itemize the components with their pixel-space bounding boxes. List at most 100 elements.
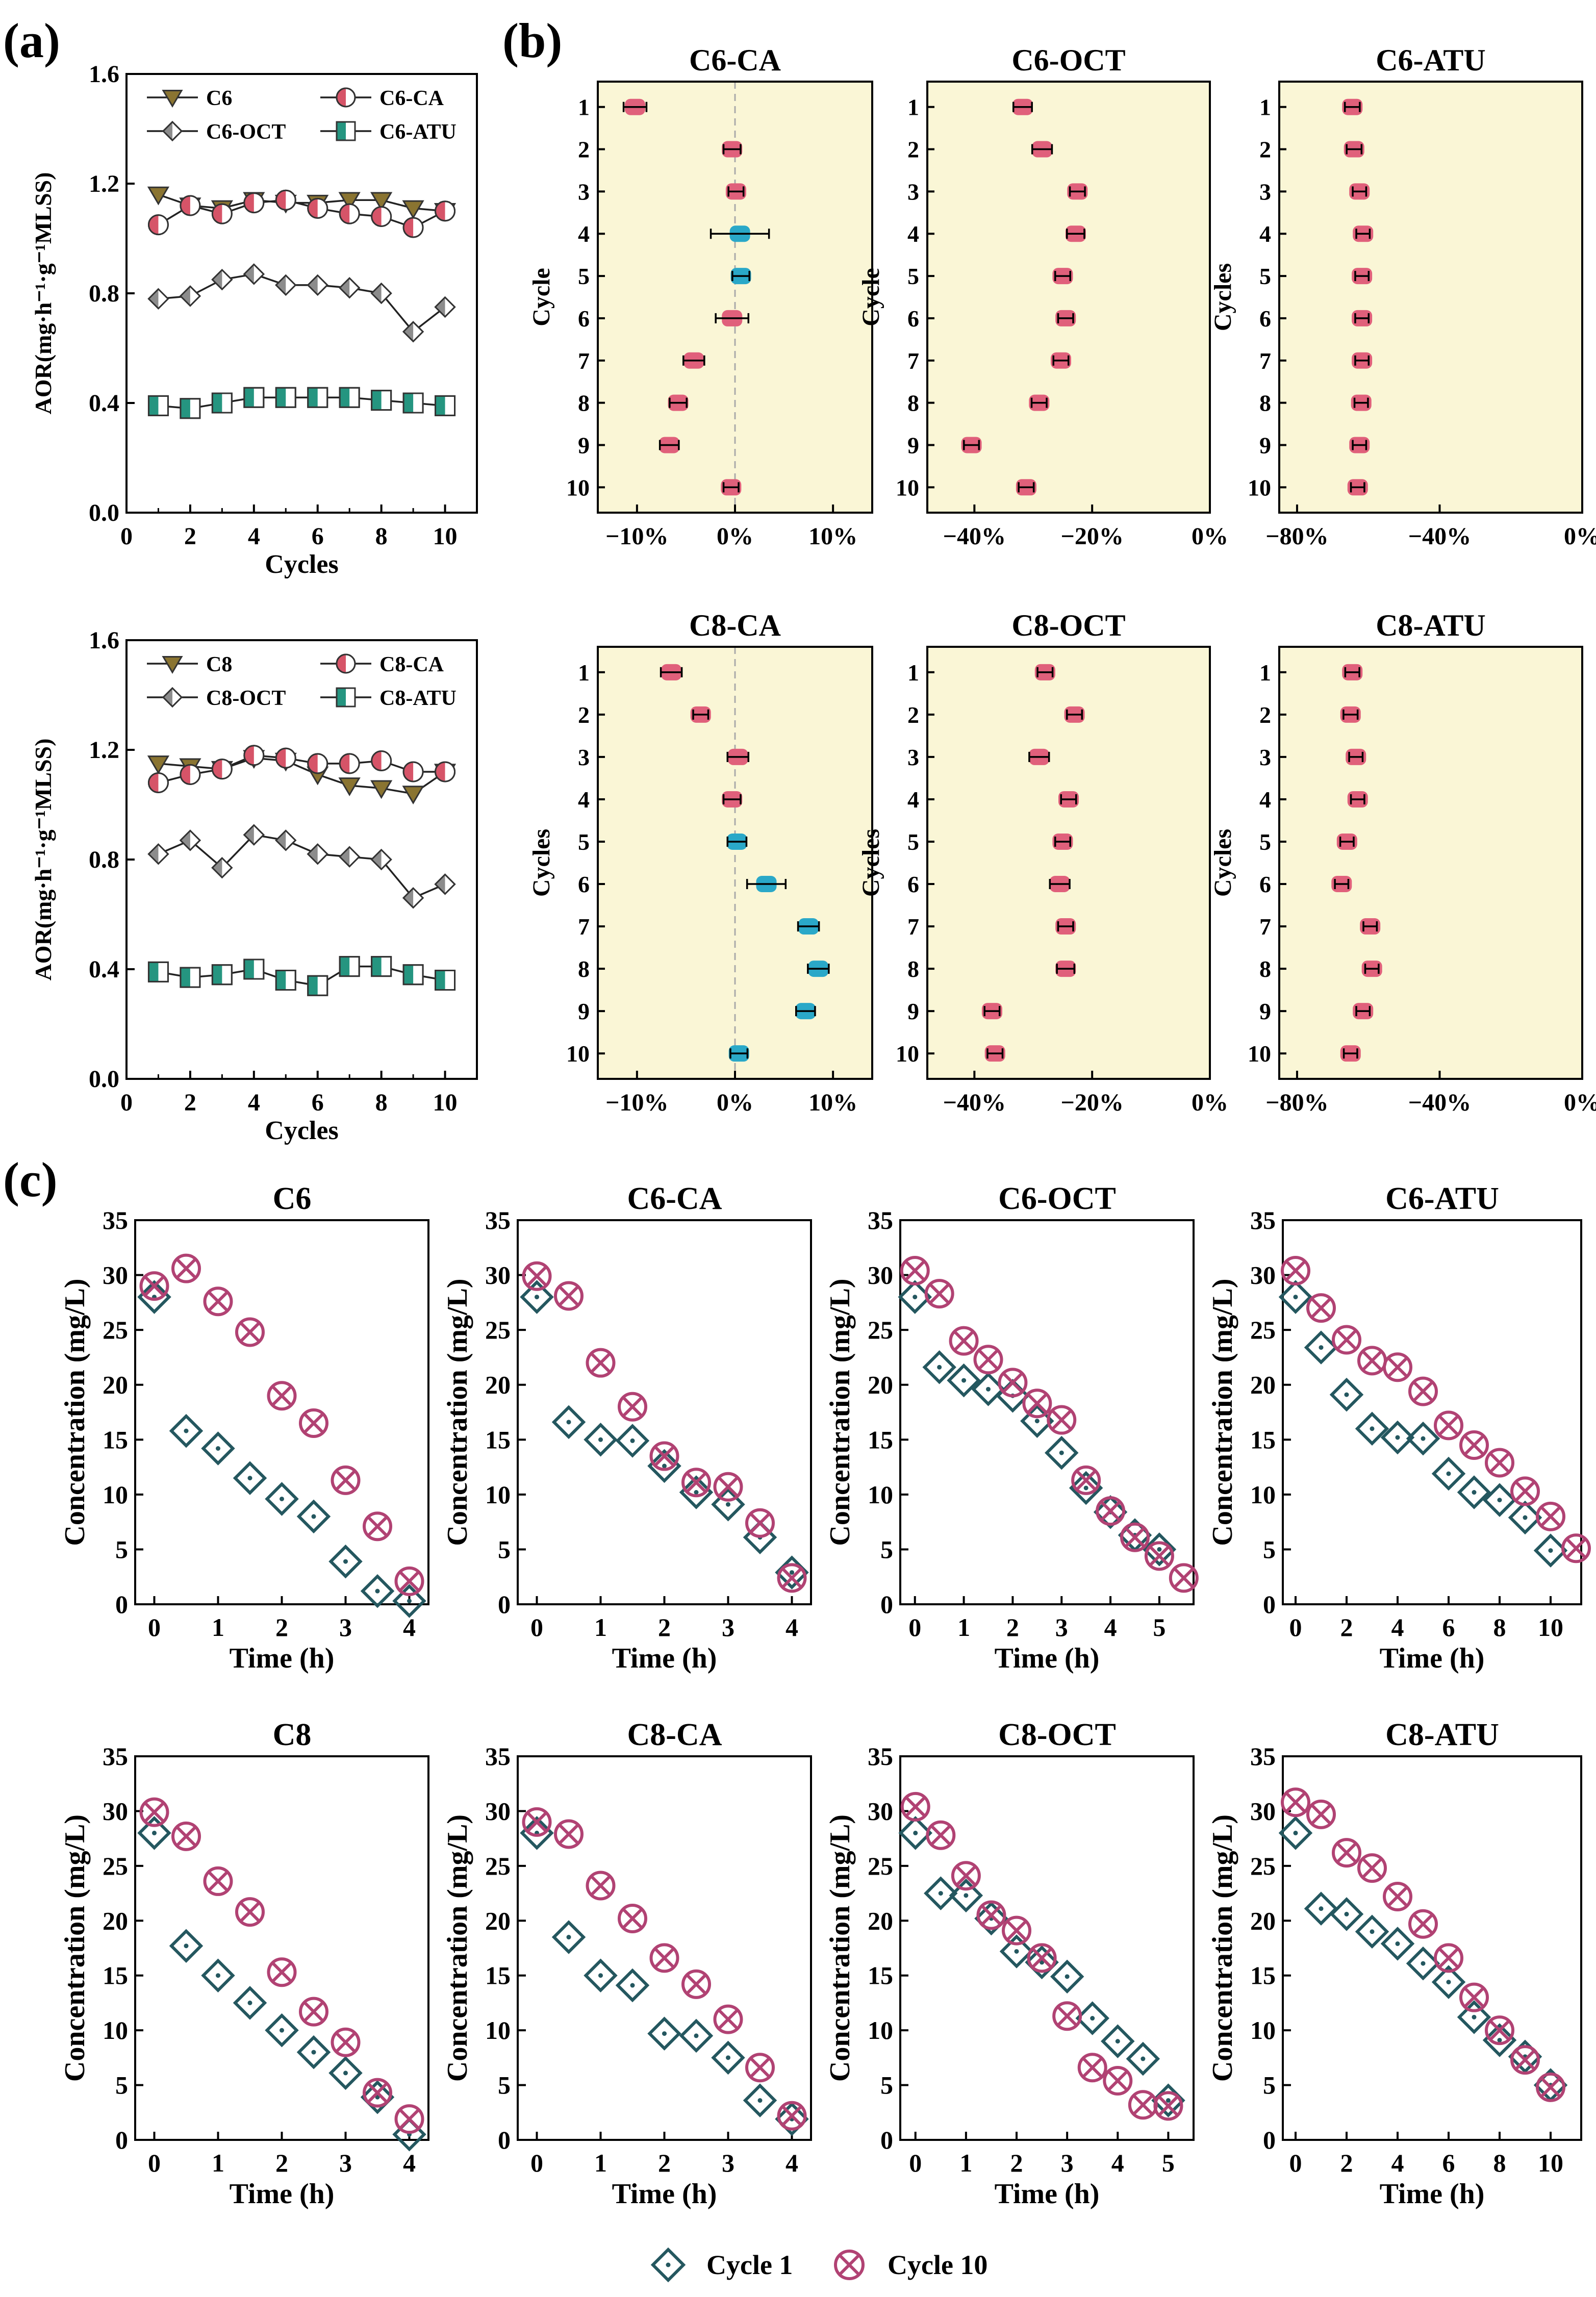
y-tick-label: 0 [115,1590,128,1619]
plot-frame [517,1755,812,2141]
data-point-cross [1149,1545,1170,1567]
data-point-dot [280,1496,284,1501]
series-cycle-1 [520,1816,809,2136]
data-point [1103,2065,1133,2096]
data-point-fill [371,850,382,869]
y-tick-label: 7 [1259,348,1271,374]
x-tick-label: −80% [1265,1089,1328,1116]
data-point [180,967,201,988]
y-tick-label: 1.6 [89,61,119,88]
data-point-dot [662,1463,667,1469]
series-cycle-10 [522,1807,807,2131]
data-point [797,918,820,935]
data-point [1281,1787,1310,1818]
data-point [1128,2090,1158,2120]
series-C6-ATU [147,387,456,419]
data-point [392,1584,426,1618]
data-point-dot [343,1559,348,1564]
x-tick-label: 5 [1162,2149,1175,2177]
data-point-circle [1561,1533,1591,1563]
y-tick-label: 35 [103,1206,128,1234]
data-point-stroke [275,970,296,991]
data-point-stroke [371,750,392,771]
data-point-circle [1459,1430,1489,1460]
chart-title: C8-CA [627,1718,722,1752]
data-point-stroke [339,956,360,977]
chart-c5: C8 0 1 2 3 4 0 5 10 15 20 25 30 35 Time (h) Concentrati… [59,1718,429,2210]
data-point [1071,1465,1101,1495]
data-point-circle [1408,1909,1438,1939]
data-point [743,2083,777,2117]
y-tick-label: 30 [485,1261,511,1290]
data-point-circle [1459,1982,1489,2012]
data-point-circle [681,1969,711,1999]
data-point-circle [1332,1325,1361,1355]
data-point-circle [998,1368,1028,1398]
y-tick-label: 4 [907,221,919,247]
data-point-cross [686,1974,707,1995]
data-point-circle [1281,1255,1310,1285]
x-tick-label: 8 [1493,2149,1506,2177]
data-point-fill [148,773,159,793]
data-point-circle [299,1408,328,1438]
data-point-cross [1361,1857,1383,1879]
data-point-diamond [1355,1914,1389,1949]
series-cycle-10 [900,1791,1183,2121]
data-point-diamond [999,1934,1034,1968]
data-point [402,786,424,805]
data-point-dot [311,2050,316,2055]
data-point-circle [203,1286,233,1317]
data-point [1050,1959,1084,1994]
y-axis-label: Concentration (mg/L) [442,1278,473,1546]
y-tick-label: 1 [578,94,590,120]
y-tick-label: 5 [1259,263,1271,289]
data-point-diamond [1380,1927,1415,1961]
data-point-diamond [551,1920,586,1954]
data-point [233,1986,267,2020]
y-tick-label: 15 [1250,1961,1276,1990]
y-tick-label: 0 [1263,1590,1276,1619]
data-point-fill [180,830,190,850]
y-tick-label: 5 [115,2071,128,2100]
data-point-cross [717,1476,739,1498]
data-point-diamond [1406,1946,1440,1981]
data-point [235,1897,265,1927]
data-point-fill [212,759,222,779]
data-point [1016,479,1036,496]
data-point [947,1363,981,1398]
data-point [1457,1475,1491,1509]
series-line [158,754,445,784]
data-point-diamond [1482,2023,1517,2057]
legend-label: C8-ATU [379,687,457,710]
data-point-circle [586,1348,616,1378]
legend-label: C6 [206,87,232,110]
data-point [981,1003,1002,1020]
y-tick-label: 15 [1250,1425,1276,1454]
data-point-circle [713,1472,743,1502]
data-point-circle [1485,1448,1514,1478]
chart-title: C8-OCT [1011,609,1125,642]
x-tick-label: 0 [1289,2149,1302,2177]
chart-title: C6-CA [627,1181,722,1216]
legend-marker [162,656,183,674]
data-point-dot [726,1502,730,1507]
data-point-cross [143,1801,165,1823]
chart-title: C8-ATU [1385,1718,1499,1752]
y-tick-label: 20 [868,1371,893,1399]
data-point-circle [363,1511,392,1542]
data-point-fill [276,388,286,408]
data-point [1346,748,1366,765]
data-point-stroke [275,189,296,211]
data-point-stroke [147,961,169,982]
data-point-fill [148,396,159,416]
data-point [211,857,233,879]
data-point [1352,268,1373,285]
data-point [1360,918,1381,935]
data-point [201,1958,235,1992]
data-point-diamond [615,1968,650,2003]
data-point-dot [1446,1471,1451,1476]
data-point-cross [1310,1804,1332,1825]
data-point-diamond [1304,1891,1338,1926]
charts-group: 0 2 4 6 8 100.00.40.81.21.6CyclesAOR(mg·h⁻¹·g… [30,43,1596,2210]
data-point [1022,1389,1052,1419]
